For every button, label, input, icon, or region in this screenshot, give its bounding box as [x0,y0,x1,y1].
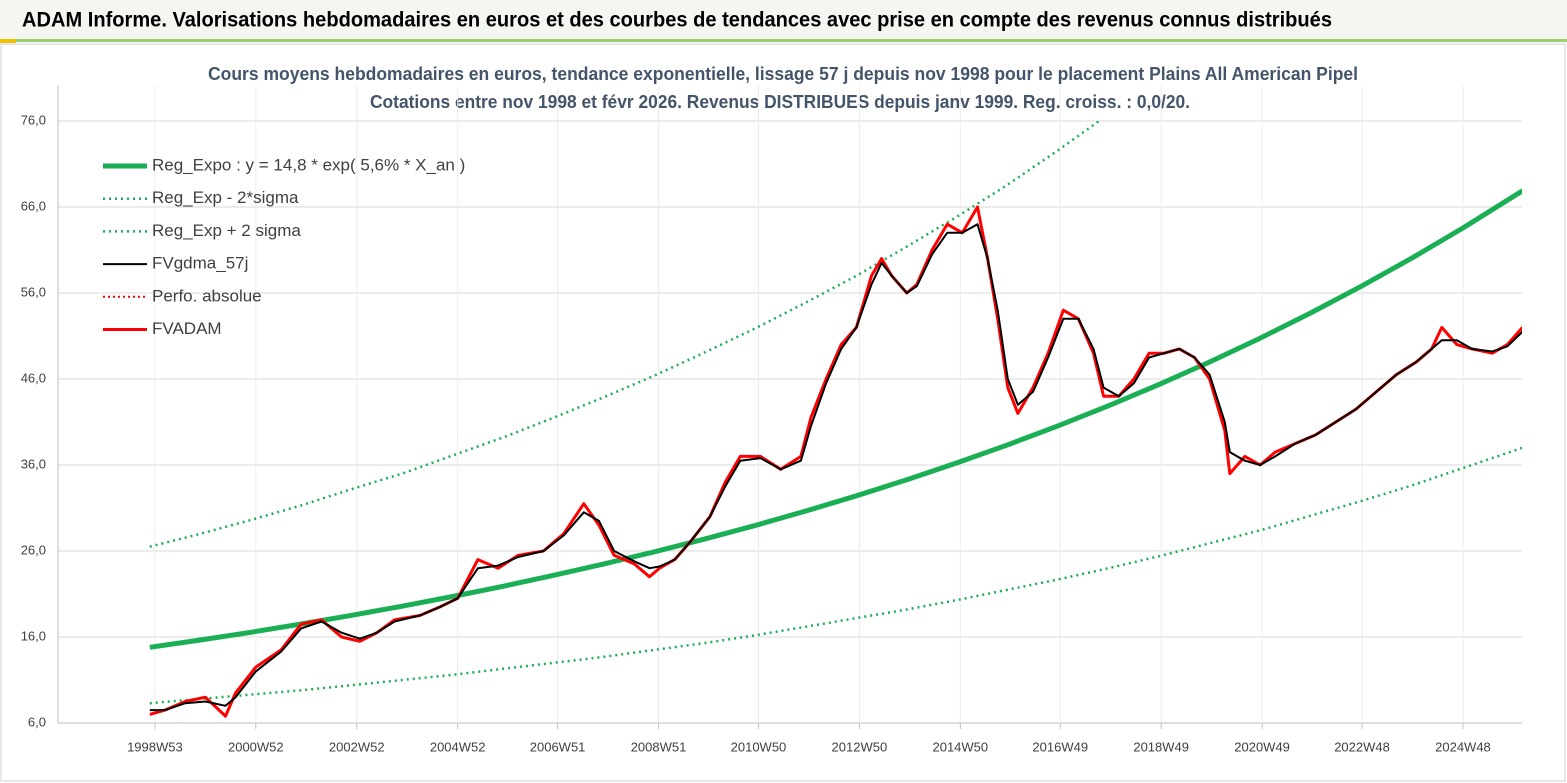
x-tick-label: 2010W50 [731,739,787,754]
y-tick-label: 76,0 [21,112,46,127]
y-tick-label: 36,0 [21,456,46,471]
legend-label: FVgdma_57j [152,254,248,273]
header-rule [0,39,1567,42]
x-tick-label: 2006W51 [530,739,586,754]
legend-label: Reg_Exp - 2*sigma [152,188,299,207]
series-line [149,446,1522,705]
y-tick-label: 26,0 [21,542,46,557]
series-line [149,223,1522,712]
y-tick-label: 6,0 [28,714,46,729]
legend-label: Reg_Exp + 2 sigma [152,221,301,240]
x-tick-label: 1998W53 [127,739,183,754]
series-line [149,188,1522,650]
legend-label: Reg_Expo : y = 14,8 * exp( 5,6% * X_an ) [152,155,465,174]
x-tick-label: 2016W49 [1032,739,1088,754]
x-tick-label: 2000W52 [228,739,284,754]
header-bar [0,0,1567,40]
y-tick-label: 66,0 [21,198,46,213]
x-tick-label: 2014W50 [932,739,988,754]
legend: Reg_Expo : y = 14,8 * exp( 5,6% * X_an )… [103,155,465,338]
legend-label: Perfo. absolue [152,286,262,305]
x-tick-label: 2002W52 [329,739,385,754]
legend-label: FVADAM [152,319,222,338]
plot-lines [149,121,1522,718]
header-title: ADAM Informe. Valorisations hebdomadaire… [22,9,1332,32]
x-tick-label: 2012W50 [832,739,888,754]
x-tick-label: 2020W49 [1234,739,1290,754]
grid: 6,0 16,0 26,0 36,0 46,0 56,0 66,0 76,0 1998W53 20… [21,86,1522,754]
chart-border [0,43,1566,782]
y-tick-label: 16,0 [21,628,46,643]
y-tick-label: 56,0 [21,284,46,299]
chart-subtitle: Cotations entre nov 1998 et févr 2026. R… [370,92,1190,112]
y-tick-label: 46,0 [21,370,46,385]
x-tick-label: 2018W49 [1133,739,1189,754]
chart-title: Cours moyens hebdomadaires en euros, ten… [208,64,1358,84]
x-tick-label: 2008W51 [631,739,687,754]
x-tick-label: 2024W48 [1435,739,1491,754]
x-tick-label: 2004W52 [430,739,486,754]
x-tick-label: 2022W48 [1334,739,1390,754]
header-corner [0,39,16,43]
